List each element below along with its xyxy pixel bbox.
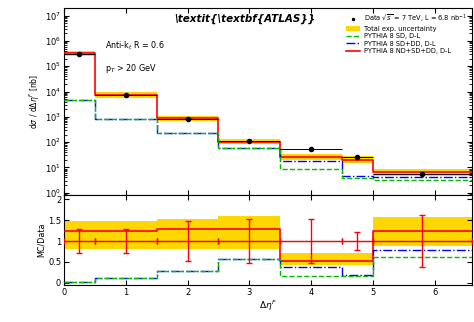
- Text: \textit{\textbf{ATLAS}}: \textit{\textbf{ATLAS}}: [174, 14, 315, 24]
- X-axis label: $\Delta\eta^F$: $\Delta\eta^F$: [259, 298, 277, 313]
- Y-axis label: d$\sigma$ / d$\Delta\eta^F$ [nb]: d$\sigma$ / d$\Delta\eta^F$ [nb]: [28, 74, 42, 129]
- Legend: Data $\sqrt{s}$ = 7 TeV, L = 6.8 nb$^{-1}$, Total exp. uncertainty, PYTHIA 8 SD,: Data $\sqrt{s}$ = 7 TeV, L = 6.8 nb$^{-1…: [345, 12, 467, 55]
- Y-axis label: MC/Data: MC/Data: [36, 223, 46, 257]
- Text: Anti-k$_t$ R = 0.6: Anti-k$_t$ R = 0.6: [105, 40, 165, 52]
- Text: p$_T$ > 20 GeV: p$_T$ > 20 GeV: [105, 62, 156, 75]
